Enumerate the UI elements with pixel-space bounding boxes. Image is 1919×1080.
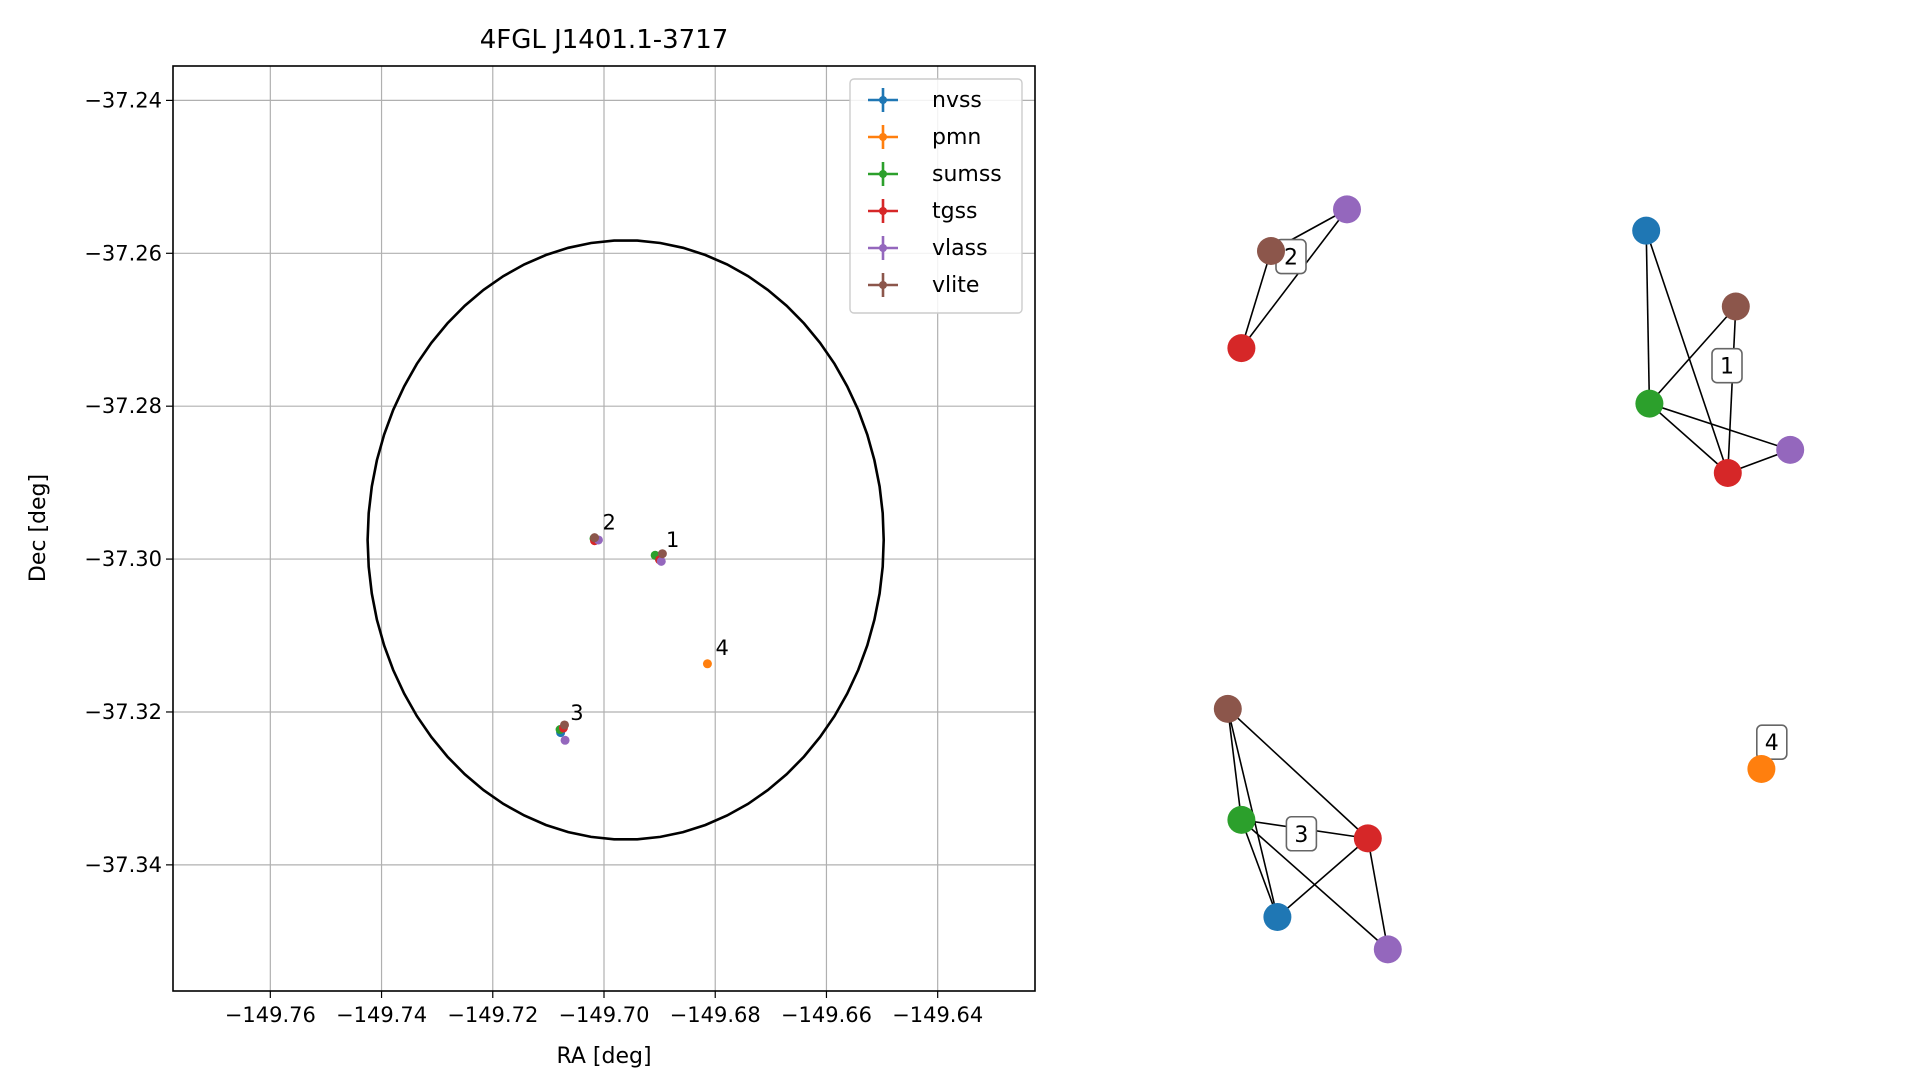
legend-item-sumss: sumss (868, 162, 1002, 187)
legend-label: sumss (932, 162, 1002, 187)
ticks-layer: −149.76 −149.74 −149.72 −149.70 −149.68 −149.… (84, 88, 983, 1027)
cluster-tag: 4 (1756, 724, 1788, 760)
x-tick-label: −149.68 (670, 1003, 761, 1027)
x-tick-label: −149.76 (225, 1003, 316, 1027)
cluster-labels-layer: 2 1 3 4 (1275, 238, 1788, 852)
legend-item-nvss: nvss (868, 88, 982, 113)
legend-item-tgss: tgss (868, 199, 978, 224)
cluster-graph: 2 1 3 4 (1213, 195, 1805, 964)
legend-label: nvss (932, 88, 982, 113)
legend-label: vlite (932, 273, 979, 298)
legend-swatch-dot (879, 281, 887, 289)
graph-edge (1240, 208, 1348, 349)
legend-label: pmn (932, 125, 981, 150)
labels-layer: 2 1 4 3 (570, 510, 729, 724)
x-tick-label: −149.72 (447, 1003, 538, 1027)
legend-label: tgss (932, 199, 978, 224)
graph-edge (1645, 230, 1651, 404)
data-point-pmn (702, 659, 712, 669)
graph-edge (1645, 230, 1729, 474)
graph-edge (1240, 819, 1279, 918)
cluster-tag-text: 1 (1720, 355, 1734, 380)
legend-item-pmn: pmn (868, 125, 981, 150)
graph-edge (1240, 250, 1272, 349)
x-tick-label: −149.70 (558, 1003, 649, 1027)
graph-node-vlass (1776, 435, 1805, 464)
edges-layer (1227, 208, 1791, 950)
graph-node-sumss (1635, 389, 1664, 418)
cluster-tag-text: 4 (1765, 731, 1779, 756)
data-point-vlite (657, 549, 667, 559)
graph-node-sumss (1227, 805, 1256, 834)
graph-node-nvss (1263, 903, 1292, 931)
graph-node-tgss (1353, 824, 1382, 853)
cluster-tag: 3 (1285, 815, 1318, 852)
data-point-vlite (560, 720, 570, 730)
graph-node-nvss (1632, 216, 1661, 245)
x-tick-label: −149.64 (892, 1003, 983, 1027)
cluster-label: 2 (603, 510, 616, 534)
y-tick-label: −37.28 (84, 394, 162, 418)
cluster-tag-box (1285, 815, 1318, 852)
y-tick-label: −37.34 (84, 853, 162, 877)
graph-edge (1367, 838, 1389, 950)
data-point-vlass (656, 556, 666, 566)
data-point-vlite (590, 533, 600, 543)
legend-swatch-dot (879, 244, 887, 252)
grid (173, 66, 1035, 991)
graph-node-vlass (1373, 935, 1402, 964)
y-tick-label: −37.26 (84, 241, 162, 265)
graph-edge (1276, 837, 1369, 918)
cluster-label: 3 (570, 701, 583, 725)
y-tick-label: −37.30 (84, 547, 162, 571)
graph-node-vlite (1257, 237, 1285, 265)
x-axis-label: RA [deg] (556, 1044, 651, 1069)
legend-swatch-dot (879, 170, 887, 178)
graph-node-vlite (1721, 292, 1750, 321)
graph-node-tgss (1713, 459, 1742, 487)
x-tick-label: −149.66 (781, 1003, 872, 1027)
legend-label: vlass (932, 236, 988, 261)
graph-node-vlite (1213, 694, 1242, 723)
cluster-tag-box (1756, 724, 1788, 760)
legend: nvss pmn sumss tgss vlass vlite (849, 78, 1023, 314)
cluster-tag-text: 2 (1284, 246, 1298, 271)
cluster-tag-text: 3 (1294, 823, 1308, 848)
cluster-label: 1 (666, 528, 679, 552)
graph-node-tgss (1227, 334, 1256, 363)
legend-swatch-dot (879, 96, 887, 104)
nodes-layer (1213, 195, 1805, 964)
graph-edge (1649, 402, 1791, 451)
legend-item-vlite: vlite (868, 273, 979, 298)
legend-swatch-dot (879, 133, 887, 141)
x-tick-label: −149.74 (336, 1003, 427, 1027)
graph-edge (1227, 708, 1243, 820)
ellipse-layer (366, 239, 885, 841)
y-tick-label: −37.32 (84, 700, 162, 724)
points-layer (555, 533, 712, 745)
localization-ellipse (366, 239, 885, 841)
graph-node-pmn (1747, 755, 1776, 783)
chart-title: 4FGL J1401.1-3717 (480, 25, 729, 55)
y-tick-label: −37.24 (84, 88, 162, 112)
graph-edge (1227, 708, 1369, 839)
graph-node-vlass (1333, 195, 1361, 224)
cluster-tag-box (1711, 347, 1743, 384)
legend-item-vlass: vlass (868, 236, 988, 261)
legend-swatch-dot (879, 207, 887, 215)
data-point-vlass (560, 735, 570, 745)
cluster-label: 4 (715, 636, 728, 660)
graph-edge (1727, 306, 1737, 474)
y-axis-label: Dec [deg] (26, 474, 51, 582)
cluster-tag: 1 (1711, 347, 1743, 384)
graph-edge (1648, 305, 1737, 405)
graph-edge (1648, 403, 1729, 474)
